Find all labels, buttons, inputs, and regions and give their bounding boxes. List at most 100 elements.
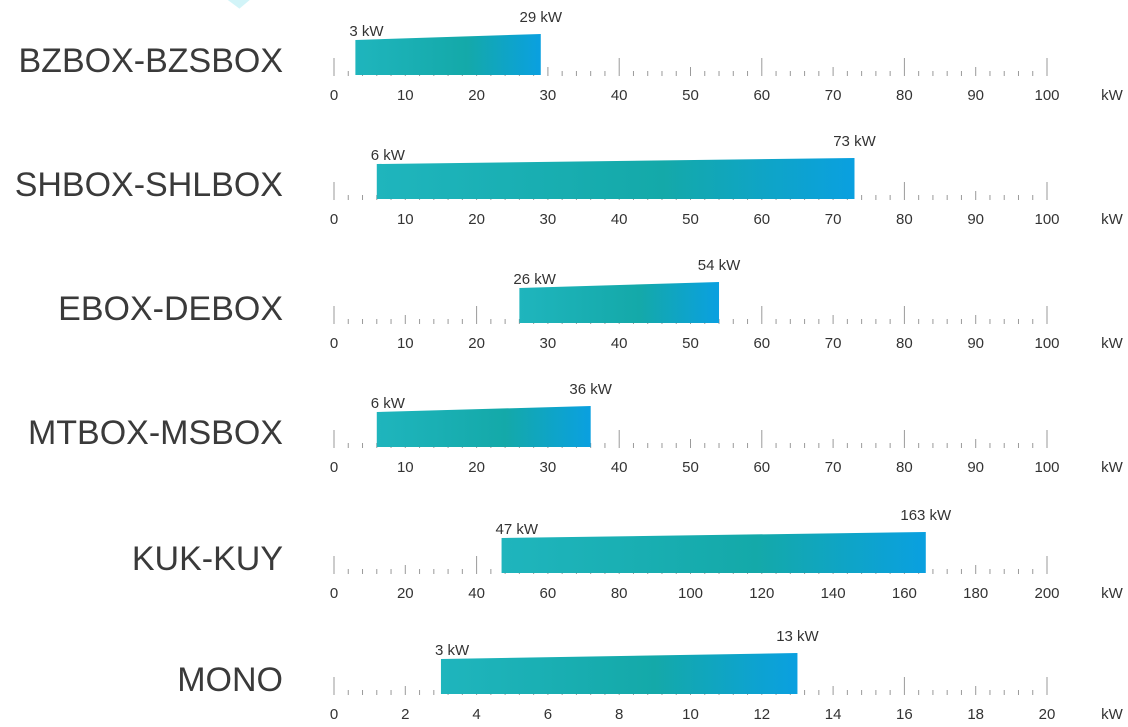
row-ebox-debox: EBOX-DEBOX 26 kW 54 kW 0 10 20 30 40 50 60 70 80 90 1… (58, 257, 1124, 352)
tick-label: 20 (1039, 706, 1056, 723)
tick-label: 4 (472, 706, 480, 723)
tick-label: 70 (825, 459, 842, 476)
row-label: EBOX-DEBOX (58, 290, 283, 328)
tick-label: 60 (753, 459, 770, 476)
min-label: 47 kW (496, 521, 539, 538)
range-bar (519, 282, 720, 323)
tick-label: 80 (896, 87, 913, 104)
tick-label: 20 (468, 211, 485, 228)
tick-label: 0 (330, 585, 338, 602)
tick-label: 30 (540, 211, 557, 228)
max-label: 54 kW (698, 257, 741, 274)
max-label: 13 kW (776, 628, 819, 645)
axis-unit: kW (1101, 211, 1124, 228)
tick-label: 0 (330, 706, 338, 723)
tick-label: 20 (468, 459, 485, 476)
min-label: 3 kW (435, 642, 470, 659)
tick-label: 120 (749, 585, 774, 602)
max-label: 163 kW (900, 507, 952, 524)
min-label: 3 kW (349, 23, 384, 40)
min-label: 26 kW (513, 271, 556, 288)
tick-label: 0 (330, 87, 338, 104)
row-label: MONO (177, 661, 283, 699)
tick-label: 14 (825, 706, 842, 723)
tick-label: 100 (1034, 211, 1059, 228)
tick-label: 50 (682, 459, 699, 476)
tick-label: 8 (615, 706, 623, 723)
tick-label: 16 (896, 706, 913, 723)
tick-label: 80 (896, 335, 913, 352)
tick-label: 10 (397, 335, 414, 352)
axis-unit: kW (1101, 87, 1124, 104)
tick-label: 80 (896, 459, 913, 476)
tick-label: 10 (397, 87, 414, 104)
tick-label: 180 (963, 585, 988, 602)
tick-label: 0 (330, 335, 338, 352)
row-mtbox-msbox: MTBOX-MSBOX 6 kW 36 kW 0 10 20 30 40 50 60 70 80 90 1… (28, 381, 1124, 476)
tick-label: 20 (397, 585, 414, 602)
tick-label: 10 (682, 706, 699, 723)
tick-label: 40 (468, 585, 485, 602)
tick-label: 100 (678, 585, 703, 602)
row-label: MTBOX-MSBOX (28, 414, 283, 452)
tick-label: 60 (753, 87, 770, 104)
row-shbox-shlbox: SHBOX-SHLBOX 6 kW 73 kW 0 10 20 30 40 50 60 70 80 90… (15, 133, 1124, 228)
tick-label: 20 (468, 87, 485, 104)
row-label: KUK-KUY (132, 540, 283, 578)
tick-label: 60 (540, 585, 557, 602)
tick-label: 100 (1034, 87, 1059, 104)
tick-label: 70 (825, 335, 842, 352)
range-bar (440, 653, 798, 694)
tick-label: 90 (967, 459, 984, 476)
tick-label: 40 (611, 459, 628, 476)
range-bar (376, 158, 855, 199)
max-label: 73 kW (833, 133, 876, 150)
range-bar (376, 406, 591, 447)
tick-label: 100 (1034, 335, 1059, 352)
tick-label: 30 (540, 459, 557, 476)
tick-label: 60 (753, 335, 770, 352)
tick-label: 50 (682, 87, 699, 104)
tick-label: 20 (468, 335, 485, 352)
tick-label: 50 (682, 211, 699, 228)
tick-label: 160 (892, 585, 917, 602)
tick-label: 50 (682, 335, 699, 352)
row-label: SHBOX-SHLBOX (15, 166, 283, 204)
tick-label: 200 (1034, 585, 1059, 602)
max-label: 36 kW (569, 381, 612, 398)
tick-label: 18 (967, 706, 984, 723)
tick-label: 80 (896, 211, 913, 228)
tick-label: 90 (967, 335, 984, 352)
row-kuk-kuy: KUK-KUY 47 kW 163 kW 0 20 40 60 80 100 120 140 160 1… (132, 507, 1124, 602)
row-bzbox-bzsbox: BZBOX-BZSBOX 3 kW 29 kW 0 10 20 30 40 50 60 70 80 90… (19, 9, 1124, 104)
axis-unit: kW (1101, 335, 1124, 352)
tick-label: 10 (397, 211, 414, 228)
axis-unit: kW (1101, 585, 1124, 602)
tick-label: 70 (825, 87, 842, 104)
tick-label: 2 (401, 706, 409, 723)
tick-label: 140 (821, 585, 846, 602)
tick-label: 10 (397, 459, 414, 476)
tick-label: 40 (611, 211, 628, 228)
row-label: BZBOX-BZSBOX (19, 42, 284, 80)
tick-label: 30 (540, 335, 557, 352)
tick-label: 0 (330, 459, 338, 476)
tick-label: 40 (611, 335, 628, 352)
tick-label: 60 (753, 211, 770, 228)
range-bar (501, 532, 926, 573)
axis-unit: kW (1101, 459, 1124, 476)
tick-label: 6 (544, 706, 552, 723)
tick-label: 70 (825, 211, 842, 228)
max-label: 29 kW (520, 9, 563, 26)
tick-label: 30 (540, 87, 557, 104)
min-label: 6 kW (371, 395, 406, 412)
tick-label: 0 (330, 211, 338, 228)
tick-label: 100 (1034, 459, 1059, 476)
tick-label: 80 (611, 585, 628, 602)
min-label: 6 kW (371, 147, 406, 164)
tick-label: 90 (967, 87, 984, 104)
tick-label: 40 (611, 87, 628, 104)
row-mono: MONO 3 kW 13 kW 0 2 4 6 8 10 12 14 16 18 20 kW (177, 628, 1123, 723)
tick-label: 90 (967, 211, 984, 228)
